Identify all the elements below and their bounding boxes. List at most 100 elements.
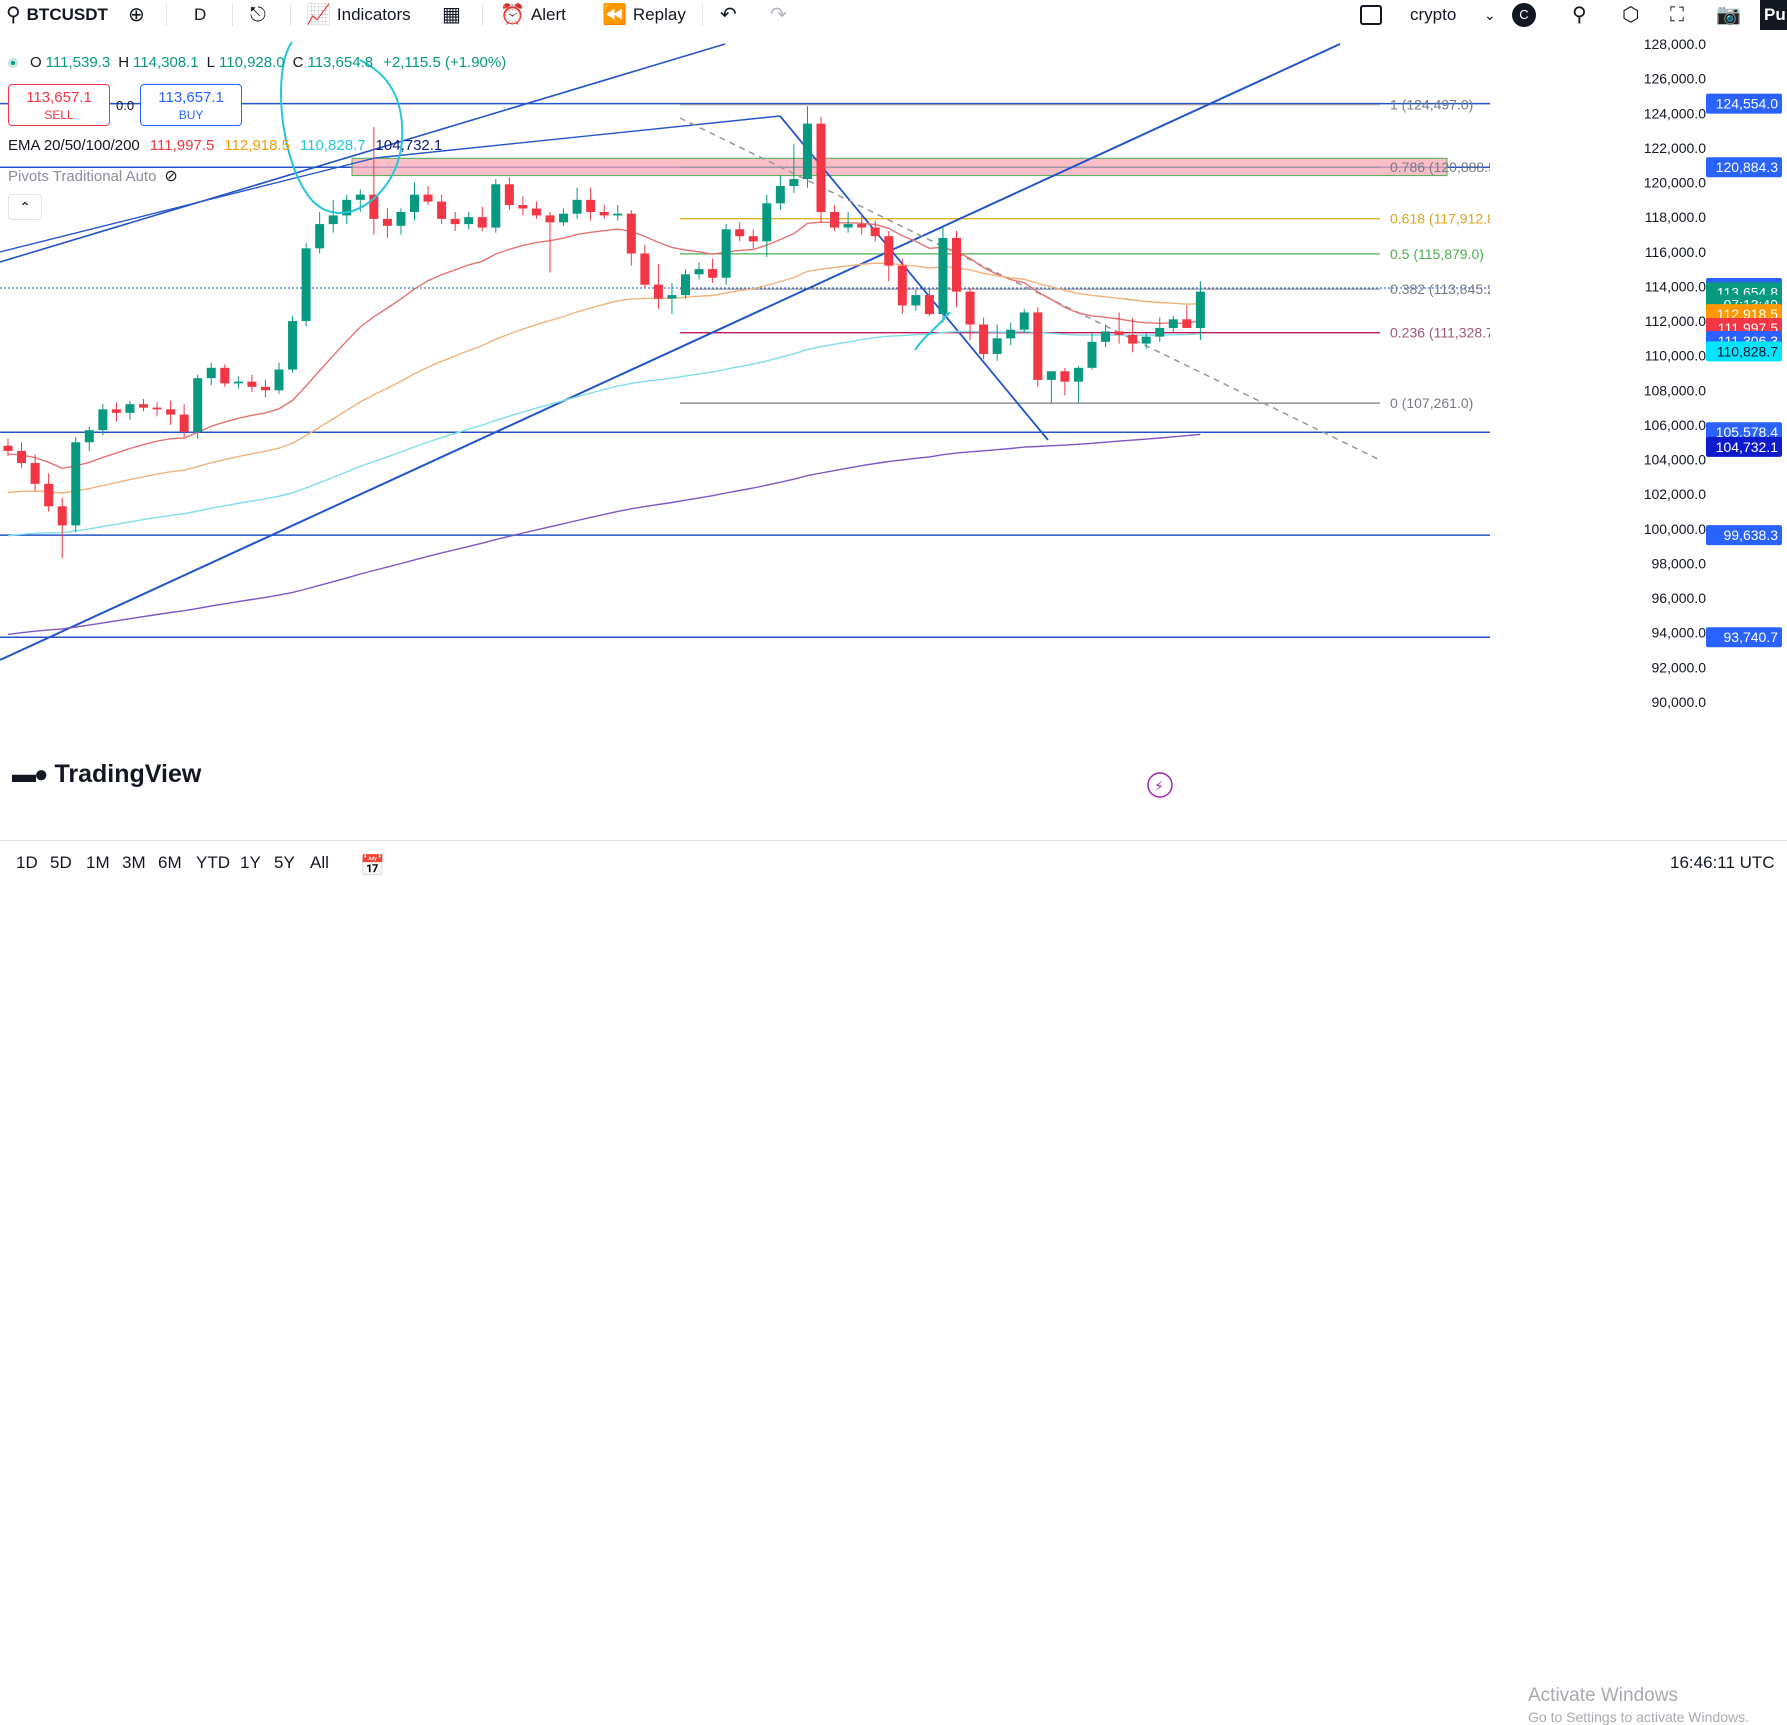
replay-button[interactable]: ⏪ Replay — [602, 0, 686, 30]
snapshot-button[interactable]: 📷 — [1716, 0, 1741, 30]
candle-body — [1006, 329, 1016, 339]
camera-icon: 📷 — [1716, 4, 1741, 26]
alarm-clock-icon: ⏰ — [500, 4, 525, 26]
alert-button[interactable]: ⏰ Alert — [500, 0, 566, 30]
candle-body — [274, 369, 284, 391]
fib-level-label: 0.786 (120,888.5) — [1390, 159, 1501, 175]
fib-level-label: 0 (107,261.0) — [1390, 395, 1473, 411]
pivots-legend[interactable]: Pivots Traditional Auto ⊘ — [8, 166, 178, 186]
quick-search-button[interactable]: ⚲ — [1572, 0, 1587, 30]
ema100-value: 110,828.7 — [299, 137, 366, 154]
candle-body — [559, 213, 569, 223]
layout-name-button[interactable]: crypto — [1410, 0, 1456, 30]
candle-body — [260, 386, 270, 391]
price-badges: 124,554.0120,884.3113,905.4113,654.807:1… — [1706, 93, 1782, 648]
buy-button[interactable]: 113,657.1 BUY — [140, 84, 243, 126]
candle-body — [71, 442, 81, 526]
highlight-stroke — [914, 311, 951, 351]
collapse-legend-button[interactable]: ⌃ — [8, 194, 42, 220]
interval-button[interactable]: D — [194, 0, 206, 30]
fib-level-label: 1 (124,497.0) — [1390, 97, 1473, 113]
timeframe-5y[interactable]: 5Y — [274, 853, 295, 872]
candlestick-icon: ⎋ — [250, 4, 266, 26]
highlight-circle — [280, 41, 404, 214]
price-axis-bg — [1490, 30, 1787, 810]
templates-button[interactable]: ▦ — [442, 0, 461, 30]
candle-body — [694, 269, 704, 275]
publish-label: Pu — [1764, 5, 1786, 24]
plus-circle-icon: ⊕ — [128, 4, 145, 26]
price-tick-label: 108,000.0 — [1644, 382, 1706, 398]
price-tick-label: 96,000.0 — [1652, 590, 1707, 606]
candle-body — [125, 404, 135, 413]
timeframe-3m[interactable]: 3M — [122, 853, 146, 872]
publish-button[interactable]: Pu — [1760, 0, 1787, 30]
trade-panel: 113,657.1 SELL 0.0 113,657.1 BUY — [8, 84, 243, 126]
candle-body — [111, 409, 121, 413]
sell-button[interactable]: 113,657.1 SELL — [8, 84, 110, 126]
date-range-icon[interactable]: 📅 — [360, 855, 385, 877]
candle-body — [708, 269, 718, 278]
symbol-search[interactable]: ⚲ BTCUSDT — [6, 0, 108, 30]
price-badge — [1706, 436, 1782, 457]
candle-body — [1087, 341, 1097, 368]
candle-body — [450, 218, 460, 225]
candle-body — [952, 237, 961, 292]
interval-label: D — [194, 5, 207, 24]
timeframe-all[interactable]: All — [310, 853, 329, 872]
timeframe-1m[interactable]: 1M — [86, 853, 110, 872]
candle-body — [626, 213, 636, 254]
toolbar-divider — [482, 4, 483, 26]
price-badge — [1706, 525, 1782, 546]
price-badge — [1706, 627, 1782, 648]
timeframe-1y[interactable]: 1Y — [240, 853, 261, 872]
spread-value: 0.0 — [116, 97, 135, 113]
price-badge — [1706, 93, 1782, 114]
fib-level-label: 0.382 (113,845.2) — [1390, 281, 1500, 297]
price-tick-label: 94,000.0 — [1652, 625, 1707, 641]
chart-type-button[interactable]: ⎋ — [250, 0, 266, 30]
compare-button[interactable]: ⊕ — [128, 0, 145, 30]
candle-body — [1033, 312, 1043, 380]
chevron-down-icon: ⌄ — [1484, 6, 1496, 23]
eye-off-icon[interactable]: ⊘ — [164, 168, 178, 185]
timeframe-ytd[interactable]: YTD — [196, 853, 230, 872]
candles — [3, 106, 1205, 559]
toolbar-divider — [166, 4, 167, 26]
timeframe-1d[interactable]: 1D — [16, 853, 38, 872]
candle-body — [3, 445, 13, 451]
rewind-icon: ⏪ — [602, 4, 627, 26]
ema-legend[interactable]: EMA 20/50/100/200 111,997.5 112,918.5 11… — [8, 137, 442, 154]
timeframe-6m[interactable]: 6M — [158, 853, 182, 872]
buy-price: 113,657.1 — [158, 89, 224, 106]
candle-body — [84, 430, 94, 443]
fullscreen-icon: ⛶ — [1670, 4, 1684, 26]
layout-dropdown[interactable]: ⌄ — [1484, 0, 1496, 30]
ema200-value: 104,732.1 — [375, 137, 443, 154]
replay-label: Replay — [632, 5, 686, 24]
layout-name: crypto — [1410, 5, 1457, 24]
low-label: L — [206, 54, 215, 71]
undo-button[interactable]: ↶ — [720, 0, 737, 30]
annotations: ⚡ — [280, 41, 1173, 798]
windows-watermark: Activate Windows Go to Settings to activ… — [1528, 1685, 1749, 1725]
status-dot — [8, 57, 18, 68]
fullscreen-button[interactable]: ⛶ — [1670, 0, 1684, 30]
candle-body — [17, 450, 27, 464]
candle-body — [57, 506, 67, 526]
bottom-toolbar: 1D 5D 1M 3M 6M YTD 1Y 5Y All 📅 16:46:11 UTC Acti… — [0, 840, 1787, 1725]
redo-button[interactable]: ↷ — [770, 0, 787, 30]
price-tick-label: 126,000.0 — [1644, 71, 1706, 87]
lightning-glyph: ⚡ — [1154, 778, 1164, 794]
ema-lines — [7, 221, 1201, 636]
layout-avatar[interactable]: C — [1512, 0, 1536, 30]
utc-clock[interactable]: 16:46:11 UTC — [1670, 853, 1775, 872]
ema20-value: 111,997.5 — [149, 137, 215, 154]
candle-body — [735, 229, 745, 237]
timeframe-5d[interactable]: 5D — [50, 853, 72, 872]
layout-square-button[interactable] — [1360, 0, 1382, 30]
settings-button[interactable]: ⬡ — [1622, 0, 1639, 30]
avatar: C — [1512, 3, 1536, 27]
indicators-button[interactable]: 📈 Indicators — [306, 0, 411, 30]
candle-body — [667, 295, 677, 299]
